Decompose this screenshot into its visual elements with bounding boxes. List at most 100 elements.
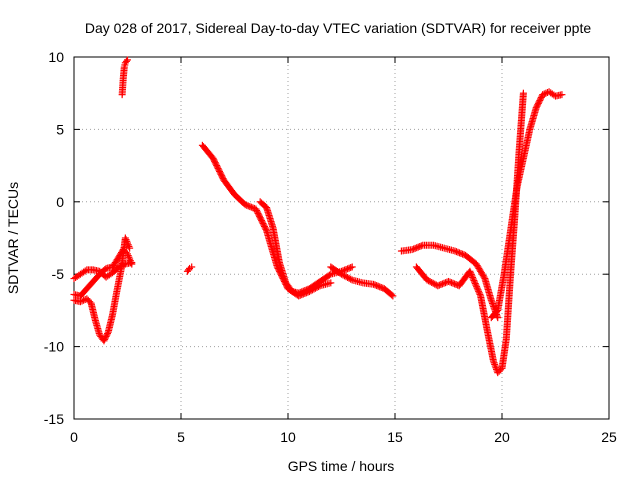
data-point [470,277,478,285]
data-points [70,56,566,377]
data-point [229,188,237,196]
y-tick-label: -10 [44,339,64,355]
data-point [342,273,350,281]
data-point [449,247,457,255]
y-tick-label: -5 [52,266,65,282]
series-hump [256,198,356,297]
data-point [469,275,477,283]
data-point [344,274,352,282]
data-point [474,286,482,294]
x-tick-label: 20 [494,429,510,445]
data-point [122,57,130,65]
data-point [556,91,564,99]
data-point [341,272,349,280]
data-point [91,315,99,323]
data-point [80,268,88,276]
data-point [492,364,500,372]
data-point [260,201,268,209]
x-tick-label: 10 [280,429,296,445]
data-point [519,91,527,99]
data-point [491,360,499,368]
data-point [492,309,500,317]
data-point [487,295,495,303]
data-point [184,266,192,274]
data-point [104,330,112,338]
data-point [339,271,347,279]
data-point [296,288,304,296]
data-point [124,56,131,64]
data-point [438,280,446,288]
data-point [126,257,134,265]
x-tick-label: 15 [387,429,403,445]
data-point [121,61,129,69]
x-tick-label: 0 [70,429,78,445]
data-point [78,297,86,305]
data-point [218,173,226,181]
data-point [81,296,89,304]
data-point [472,281,480,289]
data-point [371,281,379,289]
data-point [491,362,499,370]
data-point [313,279,321,287]
data-point [437,281,445,289]
data-point [377,283,385,291]
data-point [298,288,306,296]
data-point [532,105,540,113]
data-point [281,277,289,285]
data-point [94,273,102,281]
data-point [207,152,215,160]
data-point [459,250,467,258]
data-point [426,278,434,286]
data-point [438,244,446,252]
data-point [249,204,257,212]
data-point [473,283,481,291]
data-point [467,269,475,277]
data-point [435,281,443,289]
data-point [483,324,491,332]
y-tick-label: -15 [44,411,64,427]
data-point [357,278,365,286]
data-point [325,279,333,287]
data-point [347,275,355,283]
data-point [103,331,111,339]
data-point [120,65,128,73]
y-tick-label: 10 [48,49,64,65]
data-point [457,250,465,258]
data-point [525,127,533,135]
data-point [100,267,108,275]
data-point [262,225,270,233]
data-point [345,264,353,272]
x-axis-label: GPS time / hours [288,458,395,474]
data-point [124,241,132,249]
data-point [123,237,131,245]
data-point [414,243,422,251]
data-point [470,258,478,266]
data-point [301,287,309,295]
data-point [475,287,483,295]
data-point [286,285,294,293]
data-point [417,242,425,250]
data-point [388,291,396,299]
data-point [411,244,419,252]
series-wave [327,263,397,300]
data-point [125,253,133,261]
series-decline [198,141,335,300]
data-point [299,287,307,295]
data-point [479,272,487,280]
data-point [471,280,479,288]
data-point [449,279,457,287]
data-point [125,242,133,250]
data-point [490,359,498,367]
data-point [475,289,483,297]
data-point [325,271,333,279]
data-point [345,274,353,282]
data-point [440,279,448,287]
series-early-lower [70,234,134,345]
data-point [373,282,381,290]
data-point [124,239,131,247]
data-point [467,270,475,278]
data-point [87,280,95,288]
chart-title: Day 028 of 2017, Sidereal Day-to-day VTE… [85,20,592,36]
data-point [81,267,89,275]
